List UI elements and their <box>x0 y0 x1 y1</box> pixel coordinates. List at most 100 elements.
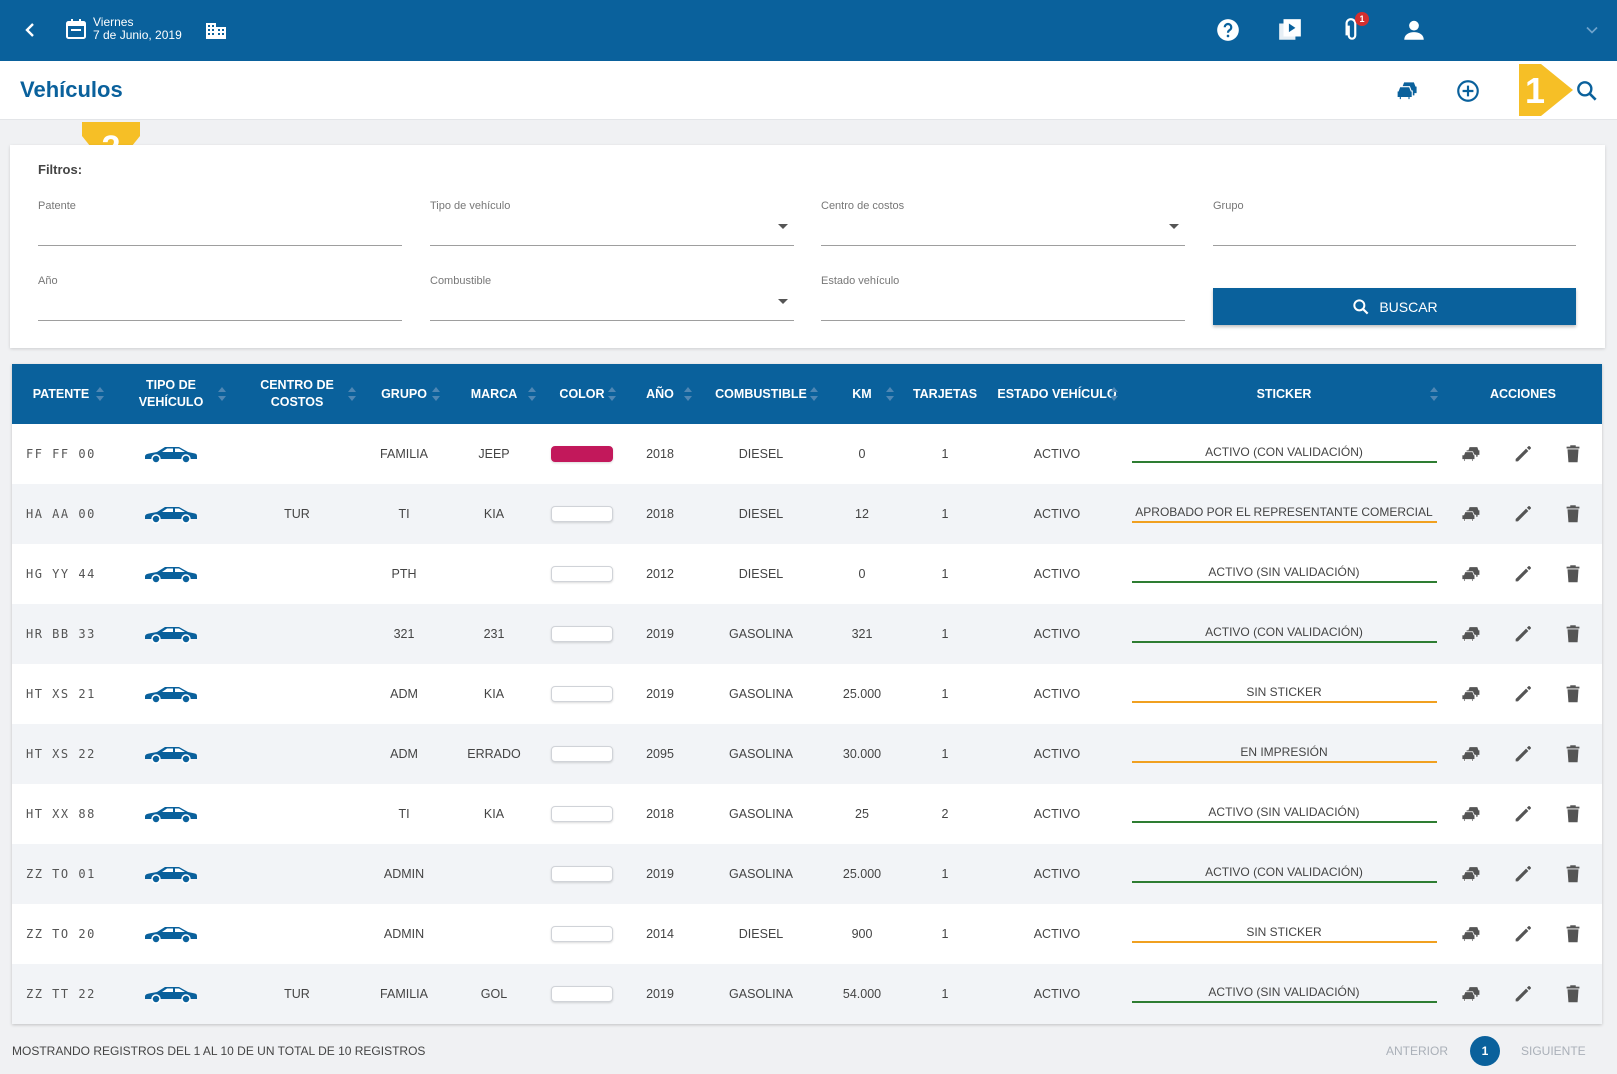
vehicle-detail-icon[interactable] <box>1462 923 1484 945</box>
delete-icon[interactable] <box>1562 923 1584 945</box>
cell-centro <box>232 664 362 724</box>
pagination-page-1[interactable]: 1 <box>1470 1036 1500 1066</box>
records-info: MOSTRANDO REGISTROS DEL 1 AL 10 DE UN TO… <box>12 1044 426 1058</box>
edit-icon[interactable] <box>1512 803 1534 825</box>
vehicle-detail-icon[interactable] <box>1462 743 1484 765</box>
cell-km: 25.000 <box>842 867 882 881</box>
attachment-icon[interactable] <box>1339 17 1365 43</box>
cell-tipo <box>110 844 232 904</box>
search-icon <box>1353 298 1369 314</box>
user-icon[interactable] <box>1401 17 1427 43</box>
delete-icon[interactable] <box>1562 623 1584 645</box>
delete-icon[interactable] <box>1562 503 1584 525</box>
sort-icon[interactable] <box>684 387 692 401</box>
cell-grupo: ADMIN <box>383 867 425 881</box>
col-combustible[interactable]: COMBUSTIBLE <box>698 364 824 424</box>
delete-icon[interactable] <box>1562 443 1584 465</box>
cell-color <box>542 664 622 724</box>
search-icon[interactable] <box>1574 78 1600 104</box>
delete-icon[interactable] <box>1562 983 1584 1005</box>
help-icon[interactable] <box>1215 17 1241 43</box>
sort-icon[interactable] <box>96 387 104 401</box>
car-icon <box>145 747 197 764</box>
sort-icon[interactable] <box>348 387 356 401</box>
sort-icon[interactable] <box>1430 387 1438 401</box>
cell-km: 0 <box>858 447 866 461</box>
col-km[interactable]: KM <box>824 364 900 424</box>
col-color[interactable]: COLOR <box>542 364 622 424</box>
cell-acciones <box>1444 964 1602 1024</box>
cell-centro <box>232 844 362 904</box>
col-patente[interactable]: PATENTE <box>12 364 110 424</box>
vehicle-detail-icon[interactable] <box>1462 503 1484 525</box>
date-full: 7 de Junio, 2019 <box>93 28 182 42</box>
patente-field[interactable]: Patente <box>38 200 402 246</box>
add-circle-icon[interactable] <box>1455 78 1481 104</box>
edit-icon[interactable] <box>1512 443 1534 465</box>
edit-icon[interactable] <box>1512 623 1534 645</box>
delete-icon[interactable] <box>1562 683 1584 705</box>
building-icon[interactable] <box>204 18 228 42</box>
delete-icon[interactable] <box>1562 803 1584 825</box>
car-icon <box>145 687 197 704</box>
search-button[interactable]: BUSCAR <box>1213 288 1576 325</box>
vehicle-detail-icon[interactable] <box>1462 983 1484 1005</box>
cell-sticker: APROBADO POR EL REPRESENTANTE COMERCIAL <box>1124 484 1444 544</box>
edit-icon[interactable] <box>1512 983 1534 1005</box>
delete-icon[interactable] <box>1562 863 1584 885</box>
sort-icon[interactable] <box>218 387 226 401</box>
edit-icon[interactable] <box>1512 863 1534 885</box>
col-centro[interactable]: CENTRO DE COSTOS <box>232 364 362 424</box>
vehicle-detail-icon[interactable] <box>1462 443 1484 465</box>
cell-color <box>542 784 622 844</box>
delete-icon[interactable] <box>1562 743 1584 765</box>
combustible-select[interactable]: Combustible <box>430 275 794 321</box>
vehicle-detail-icon[interactable] <box>1462 803 1484 825</box>
edit-icon[interactable] <box>1512 683 1534 705</box>
edit-icon[interactable] <box>1512 563 1534 585</box>
cell-sticker: SIN STICKER <box>1124 904 1444 964</box>
cell-sticker: SIN STICKER <box>1124 664 1444 724</box>
chevron-down-icon[interactable] <box>1582 20 1602 40</box>
col-estado[interactable]: ESTADO VEHÍCULO <box>990 364 1124 424</box>
delete-icon[interactable] <box>1562 563 1584 585</box>
cell-acciones <box>1444 724 1602 784</box>
vehicles-icon[interactable] <box>1396 78 1422 104</box>
col-grupo[interactable]: GRUPO <box>362 364 446 424</box>
sort-icon[interactable] <box>810 387 818 401</box>
back-icon[interactable] <box>18 18 42 42</box>
col-marca[interactable]: MARCA <box>446 364 542 424</box>
cell-anio: 2018 <box>646 507 674 521</box>
anio-field[interactable]: Año <box>38 275 402 321</box>
sort-icon[interactable] <box>886 387 894 401</box>
estado-vehiculo-field[interactable]: Estado vehículo <box>821 275 1185 321</box>
calendar-icon[interactable] <box>64 17 88 41</box>
color-swatch <box>551 806 613 822</box>
col-anio[interactable]: AÑO <box>622 364 698 424</box>
col-grupo-label: GRUPO <box>381 386 427 401</box>
pagination-prev[interactable]: ANTERIOR <box>1386 1044 1449 1058</box>
edit-icon[interactable] <box>1512 743 1534 765</box>
sticker-status: ACTIVO (CON VALIDACIÓN) <box>1131 865 1437 883</box>
col-tipo[interactable]: TIPO DE VEHÍCULO <box>110 364 232 424</box>
video-icon[interactable] <box>1277 17 1303 43</box>
col-sticker[interactable]: STICKER <box>1124 364 1444 424</box>
edit-icon[interactable] <box>1512 923 1534 945</box>
sticker-status: ACTIVO (SIN VALIDACIÓN) <box>1131 985 1437 1003</box>
cell-centro <box>232 784 362 844</box>
centro-costos-select[interactable]: Centro de costos <box>821 200 1185 246</box>
pagination-next[interactable]: SIGUIENTE <box>1521 1044 1586 1058</box>
sort-icon[interactable] <box>608 387 616 401</box>
patente-label: Patente <box>38 200 76 212</box>
col-tarjetas-label: TARJETAS <box>912 386 978 401</box>
sort-icon[interactable] <box>1110 387 1118 401</box>
vehicle-detail-icon[interactable] <box>1462 863 1484 885</box>
vehicle-detail-icon[interactable] <box>1462 623 1484 645</box>
tipo-vehiculo-select[interactable]: Tipo de vehículo <box>430 200 794 246</box>
sort-icon[interactable] <box>432 387 440 401</box>
grupo-field[interactable]: Grupo <box>1213 200 1576 246</box>
vehicle-detail-icon[interactable] <box>1462 563 1484 585</box>
sort-icon[interactable] <box>528 387 536 401</box>
vehicle-detail-icon[interactable] <box>1462 683 1484 705</box>
edit-icon[interactable] <box>1512 503 1534 525</box>
